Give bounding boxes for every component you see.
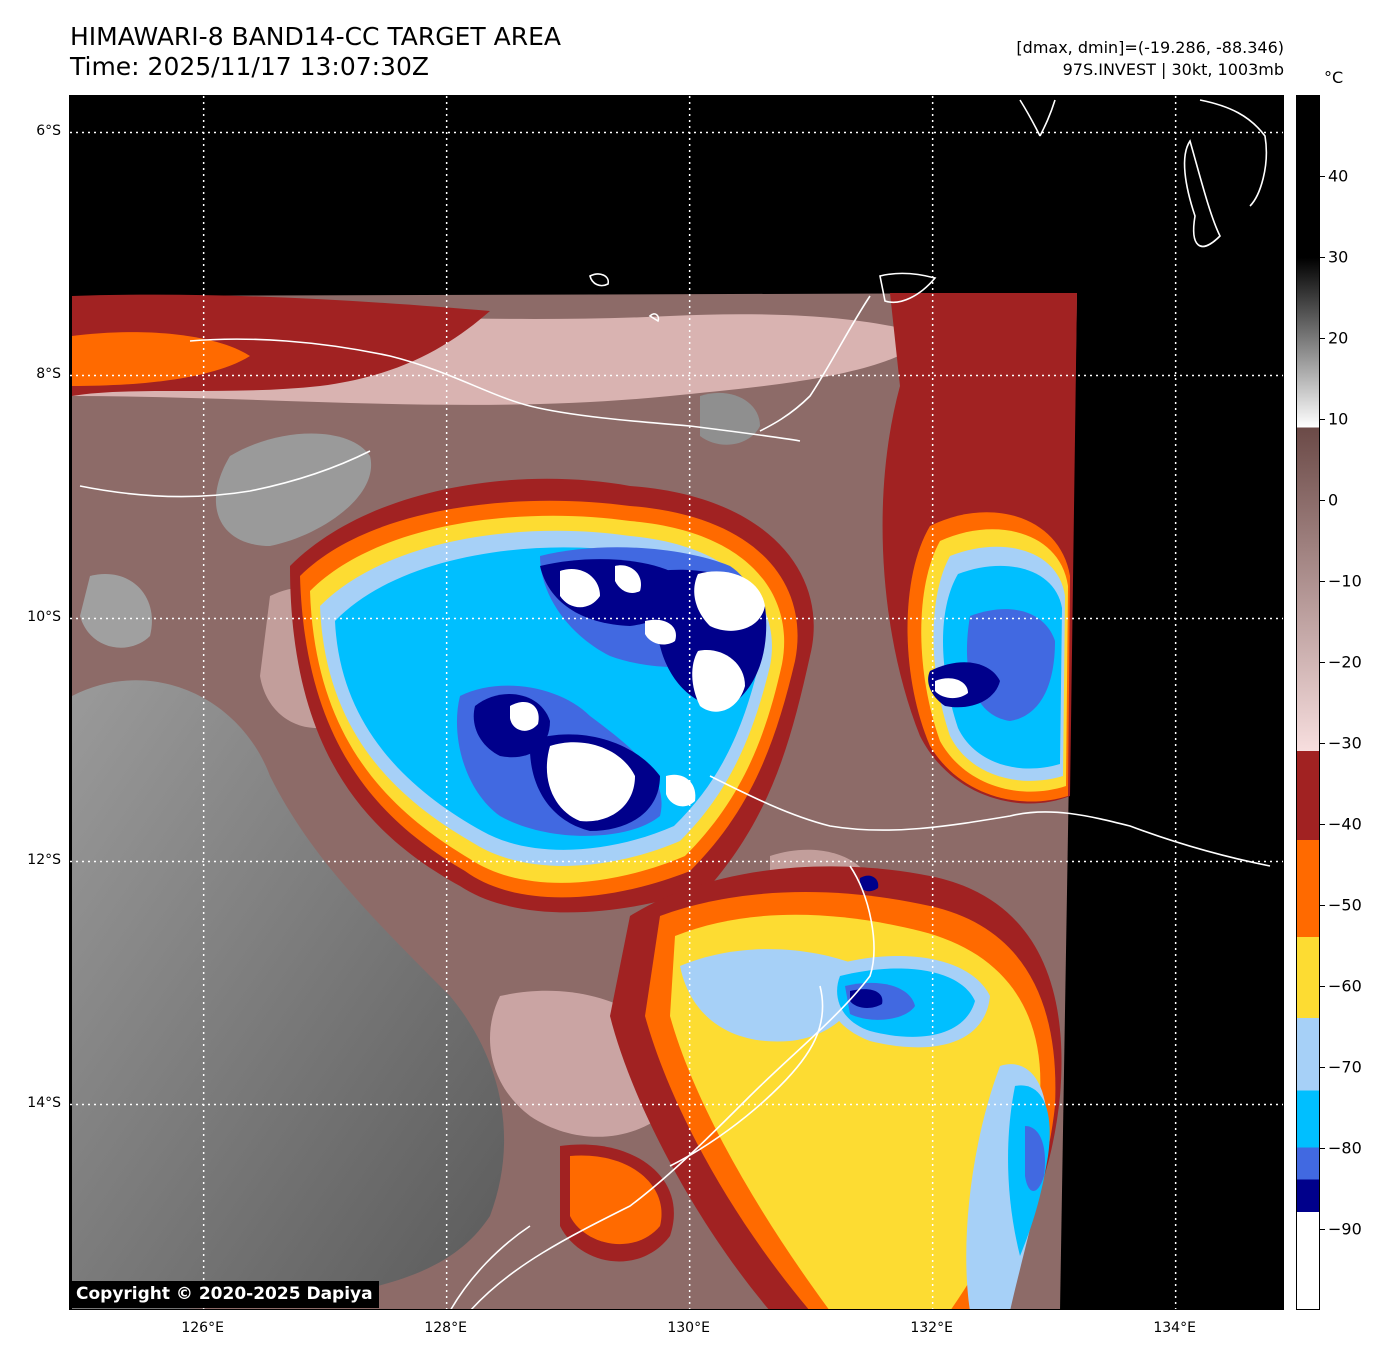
- lon-tick-label: 132°E: [910, 1320, 953, 1336]
- lat-tick-label: 8°S: [36, 366, 61, 383]
- colorbar-tick: [1320, 176, 1325, 177]
- colorbar-unit: °C: [1324, 68, 1344, 87]
- copyright-notice: Copyright © 2020-2025 Dapiya: [70, 1281, 379, 1308]
- colorbar-tick: [1320, 581, 1325, 582]
- figure-time: Time: 2025/11/17 13:07:30Z: [70, 52, 429, 81]
- lat-tick-label: 12°S: [27, 852, 61, 869]
- colorbar-tick: [1320, 1148, 1325, 1149]
- colorbar-tick: [1320, 1067, 1325, 1068]
- colorbar-tick: [1320, 662, 1325, 663]
- colorbar-tick: [1320, 824, 1325, 825]
- colorbar-tick-label: −60: [1328, 976, 1362, 996]
- lat-tick-label: 6°S: [36, 123, 61, 140]
- colorbar: [1296, 95, 1320, 1310]
- colorbar-tick-label: −70: [1328, 1057, 1362, 1077]
- colorbar-tick-label: 30: [1328, 247, 1349, 267]
- lat-tick-label: 10°S: [27, 609, 61, 626]
- lon-tick-label: 130°E: [667, 1320, 710, 1336]
- colorbar-tick-label: −90: [1328, 1219, 1362, 1239]
- band-coldest-tops: [510, 565, 968, 822]
- lon-tick-label: 128°E: [424, 1320, 467, 1336]
- colorbar-tick-label: 10: [1328, 409, 1349, 429]
- map-canvas: [70, 96, 1283, 1309]
- colorbar-tick: [1320, 419, 1325, 420]
- satellite-map: [69, 95, 1284, 1310]
- coastlines: [79, 99, 1271, 1309]
- figure-title: HIMAWARI-8 BAND14-CC TARGET AREA: [70, 22, 562, 51]
- colorbar-tick-label: 40: [1328, 166, 1349, 186]
- lon-tick-label: 134°E: [1153, 1320, 1196, 1336]
- colorbar-tick-label: −30: [1328, 733, 1362, 753]
- colorbar-tick-label: −40: [1328, 814, 1362, 834]
- colorbar-tick-label: 20: [1328, 328, 1349, 348]
- colorbar-tick-label: 0: [1328, 490, 1339, 510]
- lat-tick-label: 14°S: [27, 1095, 61, 1112]
- colorbar-tick: [1320, 986, 1325, 987]
- colorbar-tick-label: −10: [1328, 571, 1362, 591]
- map-gridlines: [70, 96, 1283, 1309]
- colorbar-tick: [1320, 743, 1325, 744]
- colorbar-tick: [1320, 1229, 1325, 1230]
- colorbar-tick: [1320, 257, 1325, 258]
- colorbar-tick-label: −50: [1328, 895, 1362, 915]
- colorbar-tick-label: −20: [1328, 652, 1362, 672]
- colorbar-tick-label: −80: [1328, 1138, 1362, 1158]
- colorbar-tick: [1320, 338, 1325, 339]
- storm-info: 97S.INVEST | 30kt, 1003mb: [1062, 60, 1284, 79]
- colorbar-tick: [1320, 500, 1325, 501]
- lon-tick-label: 126°E: [181, 1320, 224, 1336]
- colorbar-tick: [1320, 905, 1325, 906]
- warm-surface-areas: [72, 392, 760, 1309]
- dmax-dmin-readout: [dmax, dmin]=(-19.286, -88.346): [1016, 38, 1284, 57]
